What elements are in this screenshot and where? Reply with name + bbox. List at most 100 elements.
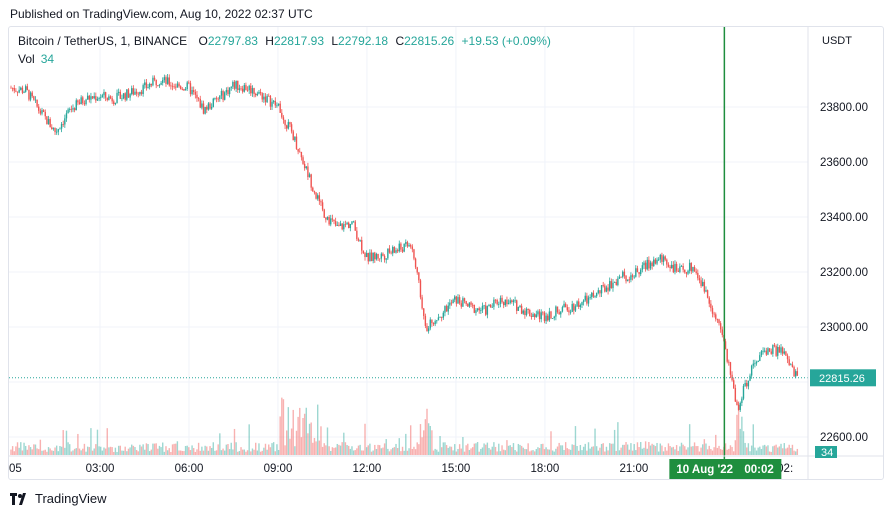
- candle-body: [793, 367, 795, 377]
- candle-body: [542, 312, 544, 314]
- volume-bar: [127, 448, 130, 455]
- candle-body: [359, 240, 361, 241]
- volume-bar: [383, 443, 386, 455]
- footer[interactable]: TradingView: [10, 491, 107, 506]
- candle-body: [781, 347, 784, 354]
- volume-bar: [220, 450, 223, 455]
- candle-body: [677, 270, 679, 272]
- candle-body: [599, 290, 601, 294]
- candle-body: [747, 380, 750, 387]
- volume-bar: [507, 445, 510, 455]
- volume-bar: [28, 445, 30, 455]
- volume-bar: [268, 444, 270, 455]
- y-tick-label: 23800.00: [820, 102, 868, 114]
- volume-bar: [318, 440, 321, 455]
- candle-body: [315, 192, 317, 199]
- candle-body: [682, 265, 684, 270]
- volume-bar: [573, 444, 575, 455]
- candle-body: [625, 275, 627, 282]
- candle-body: [308, 174, 311, 178]
- volume-bar: [232, 449, 234, 455]
- volume-bar: [644, 441, 647, 455]
- candle-body: [566, 307, 569, 311]
- candle-body: [507, 302, 510, 305]
- volume-bar: [584, 443, 586, 455]
- volume-bar: [473, 443, 476, 455]
- volume-bar: [93, 448, 95, 455]
- candle-body: [258, 91, 260, 94]
- volume-bar: [457, 448, 459, 455]
- volume-bar: [378, 445, 381, 455]
- candle-body: [191, 90, 193, 95]
- x-tick-label: 18:00: [531, 463, 560, 475]
- volume-bar: [516, 451, 518, 455]
- candle-body: [299, 151, 301, 153]
- candle-body: [405, 242, 407, 244]
- candle-body: [760, 351, 763, 356]
- candle-body: [95, 96, 97, 101]
- candle-body: [282, 117, 285, 120]
- candle-body: [434, 321, 436, 325]
- volume-bar: [427, 423, 430, 455]
- volume-bar: [261, 450, 263, 455]
- price-axis: 23800.00 23600.00 23400.00 23200.00 23000.00…: [807, 27, 868, 479]
- candle-body: [672, 264, 675, 273]
- candle-body: [201, 103, 203, 108]
- candle-body: [13, 87, 15, 91]
- candle-body: [85, 99, 87, 105]
- volume-bar: [181, 450, 183, 455]
- volume-bar: [34, 444, 37, 455]
- candle-body: [600, 285, 603, 294]
- volume-bar: [388, 451, 391, 455]
- volume-bar: [703, 439, 706, 455]
- ohlc-legend: Bitcoin / TetherUS, 1, BINANCE O22797.83…: [18, 34, 551, 48]
- x-tick-label: 12:00: [353, 463, 382, 475]
- volume-bar: [259, 451, 262, 455]
- volume-bar: [450, 446, 453, 455]
- volume-bar: [527, 443, 529, 455]
- candle-body: [476, 308, 479, 311]
- candle-body: [724, 341, 727, 349]
- candle-body: [90, 96, 92, 100]
- volume-bar: [613, 429, 616, 455]
- volume-bar: [246, 450, 249, 455]
- volume-bar: [294, 446, 296, 455]
- volume-bar: [672, 446, 675, 455]
- candle-body: [127, 89, 130, 98]
- candle-body: [155, 79, 157, 86]
- volume-bar: [622, 444, 624, 455]
- volume-bar: [228, 449, 231, 455]
- open-label: O: [198, 34, 208, 48]
- grid-lines: [9, 27, 808, 455]
- candle-body: [380, 253, 383, 259]
- volume-bar: [390, 449, 392, 455]
- volume-bar: [675, 445, 678, 455]
- candle-body: [86, 95, 89, 100]
- candle-body: [39, 110, 42, 114]
- candle-body: [703, 281, 706, 292]
- candle-body: [617, 278, 619, 285]
- volume-bar: [604, 451, 606, 455]
- volume-bar: [349, 448, 352, 455]
- volume-bar: [207, 450, 210, 455]
- volume-bar: [201, 446, 203, 455]
- volume-bar: [338, 444, 340, 455]
- candle-body: [91, 96, 94, 99]
- chart-frame[interactable]: [8, 26, 884, 480]
- candle-body: [561, 307, 564, 312]
- volume-bar: [421, 437, 423, 455]
- volume-bar: [103, 447, 105, 455]
- candle-body: [406, 242, 409, 247]
- volume-bar: [550, 431, 552, 455]
- volume-bar: [321, 446, 324, 455]
- y-tick-label: 23400.00: [820, 212, 868, 224]
- candle-body: [679, 266, 681, 272]
- volume-label: Vol: [18, 52, 35, 66]
- candle-body: [256, 93, 259, 96]
- candle-body: [349, 223, 352, 229]
- candle-body: [78, 102, 81, 105]
- candle-body: [785, 351, 787, 356]
- volume-bar: [654, 446, 657, 455]
- candle-body: [253, 88, 255, 95]
